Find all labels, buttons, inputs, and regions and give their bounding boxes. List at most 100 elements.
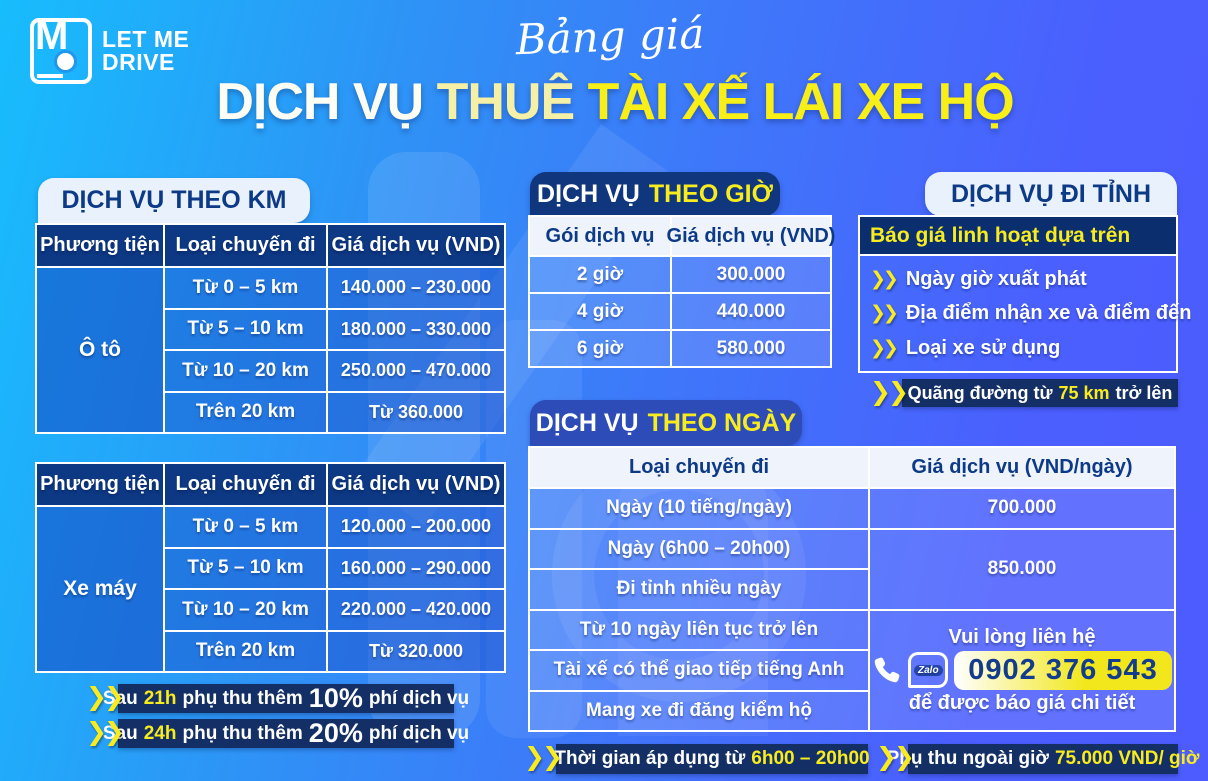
- table-cell: Từ 320.000: [327, 630, 505, 672]
- note-text: Quãng đường từ: [907, 382, 1053, 403]
- note-percent: 10%: [308, 683, 363, 713]
- table-cell: 580.000: [671, 330, 831, 367]
- table-cell: 300.000: [671, 256, 831, 293]
- province-distance-note: ❯❯ Quãng đường từ 75 km trở lên: [870, 379, 1178, 407]
- title-part-pale: THUÊ: [436, 73, 576, 131]
- vehicle-cell: Xe máy: [36, 506, 164, 672]
- phone-icon: [875, 657, 900, 683]
- note-text: trở lên: [1115, 382, 1173, 403]
- section-tab-per-km: DỊCH VỤ THEO KM: [38, 178, 310, 223]
- table-cell: 4 giờ: [529, 293, 671, 330]
- note-text: phí dịch vụ: [368, 687, 470, 709]
- hourly-table: Gói dịch vụ Giá dịch vụ (VND) 2 giờ 300.…: [528, 215, 835, 368]
- column-header: Gói dịch vụ: [529, 216, 671, 256]
- table-cell: Từ 0 – 5 km: [164, 506, 327, 548]
- surcharge-note-24h: ❯❯ Sau 24h phụ thu thêm 20% phí dịch vụ: [86, 718, 469, 748]
- table-cell: 120.000 – 200.000: [327, 506, 505, 548]
- section-tab-province: DỊCH VỤ ĐI TỈNH: [925, 172, 1177, 216]
- per-km-table-motorbike: Phương tiện Loại chuyến đi Giá dịch vụ (…: [35, 462, 506, 673]
- column-header: Giá dịch vụ (VND/ngày): [869, 447, 1175, 488]
- note-highlight: 75.000 VND/ giờ: [1054, 748, 1200, 769]
- double-chevron-icon: ❯❯: [876, 743, 915, 771]
- table-cell: Đi tỉnh nhiều ngày: [529, 569, 869, 610]
- table-cell: Từ 5 – 10 km: [164, 547, 327, 589]
- table-cell: Ngày (6h00 – 20h00): [529, 528, 869, 569]
- brand-logo: M LET ME DRIVE: [30, 14, 190, 84]
- note-highlight: 21h: [143, 687, 177, 709]
- table-cell: 250.000 – 470.000: [327, 350, 505, 392]
- surcharge-note-21h: ❯❯ Sau 21h phụ thu thêm 10% phí dịch vụ: [86, 683, 469, 713]
- table-cell: 440.000: [671, 293, 831, 330]
- double-chevron-icon: ❯❯: [870, 378, 909, 406]
- bullet-text: Loại xe sử dụng: [905, 336, 1061, 359]
- table-cell: Từ 10 – 20 km: [164, 589, 327, 631]
- contact-line1: Vui lòng liên hệ: [948, 625, 1096, 648]
- table-cell: Từ 10 – 20 km: [164, 350, 327, 392]
- table-cell: Từ 360.000: [327, 391, 505, 433]
- footer-note-surcharge: ❯❯ Phụ thu ngoài giờ 75.000 VND/ giờ: [876, 744, 1199, 774]
- note-highlight: 75 km: [1058, 382, 1110, 403]
- note-text: Sau: [102, 687, 138, 709]
- note-highlight: 6h00 – 20h00: [751, 748, 870, 769]
- note-text: Sau: [102, 722, 138, 744]
- double-chevron-icon: ❯❯: [86, 718, 125, 746]
- title-part-yellow: TÀI XẾ LÁI XE HỘ: [587, 73, 1015, 131]
- note-text: phụ thu thêm: [182, 687, 303, 709]
- column-header: Loại chuyến đi: [164, 224, 327, 267]
- table-cell: 700.000: [869, 488, 1175, 529]
- logo-base-line: [37, 74, 63, 78]
- script-subtitle: Bảng giá: [514, 8, 706, 65]
- tab-text-white: DỊCH VỤ: [537, 179, 640, 208]
- brand-name: LET ME DRIVE: [102, 25, 190, 75]
- table-cell: Tài xế có thể giao tiếp tiếng Anh: [529, 650, 869, 691]
- bullet-text: Địa điểm nhận xe và điểm đến: [905, 302, 1192, 324]
- table-cell: 6 giờ: [529, 330, 671, 367]
- column-header: Phương tiện: [36, 463, 164, 506]
- double-chevron-icon: ❯❯: [870, 268, 899, 290]
- column-header: Giá dịch vụ (VND): [667, 216, 835, 256]
- table-cell: 140.000 – 230.000: [327, 267, 505, 309]
- double-chevron-icon: ❯❯: [870, 303, 899, 324]
- title-part-white: DỊCH VỤ: [216, 73, 424, 131]
- brand-name-line1: LET ME: [102, 25, 190, 52]
- column-header: Loại chuyến đi: [529, 447, 869, 488]
- double-chevron-icon: ❯❯: [524, 743, 563, 771]
- table-cell: Trên 20 km: [164, 630, 327, 672]
- brand-name-line2: DRIVE: [102, 49, 175, 75]
- page-title: DỊCH VỤ THUÊ TÀI XẾ LÁI XE HỘ: [140, 72, 1090, 132]
- list-item: ❯❯ Ngày giờ xuất phát: [870, 268, 1176, 291]
- steering-wheel-icon: [54, 50, 77, 73]
- double-chevron-icon: ❯❯: [86, 683, 125, 711]
- note-text: phụ thu thêm: [182, 722, 303, 744]
- table-cell: 180.000 – 330.000: [327, 308, 505, 350]
- note-highlight: 24h: [143, 722, 177, 744]
- table-cell: Từ 10 ngày liên tục trở lên: [529, 609, 869, 650]
- contact-cell: Vui lòng liên hệ Zalo 0902 376 543 để đư…: [869, 609, 1175, 731]
- table-cell: Từ 5 – 10 km: [164, 308, 327, 350]
- table-cell: 2 giờ: [529, 256, 671, 293]
- note-text: Thời gian áp dụng từ: [554, 748, 746, 769]
- double-chevron-icon: ❯❯: [870, 337, 899, 359]
- table-cell: 160.000 – 290.000: [327, 547, 505, 589]
- phone-row: Zalo 0902 376 543: [872, 650, 1172, 690]
- column-header: Phương tiện: [36, 224, 164, 267]
- section-tab-daily: DỊCH VỤ THEO NGÀY: [530, 400, 802, 446]
- tab-text-white: DỊCH VỤ: [535, 408, 639, 437]
- daily-table: Loại chuyến đi Giá dịch vụ (VND/ngày) Ng…: [528, 446, 1176, 732]
- footer-note-hours: ❯❯ Thời gian áp dụng từ 6h00 – 20h00: [524, 744, 870, 774]
- column-header: Loại chuyến đi: [164, 463, 327, 506]
- table-cell: Ngày (10 tiếng/ngày): [529, 488, 869, 529]
- tab-text-yellow: THEO GIỜ: [648, 179, 773, 208]
- vehicle-cell: Ô tô: [36, 267, 164, 433]
- table-cell: Mang xe đi đăng kiểm hộ: [529, 690, 869, 731]
- table-cell-merged: 850.000: [869, 528, 1175, 610]
- list-item: ❯❯ Loại xe sử dụng: [870, 337, 1176, 360]
- note-percent: 20%: [308, 718, 363, 748]
- brand-logo-icon: M: [30, 14, 92, 84]
- per-km-table-car: Phương tiện Loại chuyến đi Giá dịch vụ (…: [35, 223, 506, 434]
- phone-number: 0902 376 543: [954, 650, 1172, 690]
- note-text: phí dịch vụ: [368, 722, 470, 744]
- note-text: Phụ thu ngoài giờ: [886, 748, 1049, 769]
- bullet-text: Ngày giờ xuất phát: [905, 267, 1087, 290]
- table-cell: Trên 20 km: [164, 391, 327, 433]
